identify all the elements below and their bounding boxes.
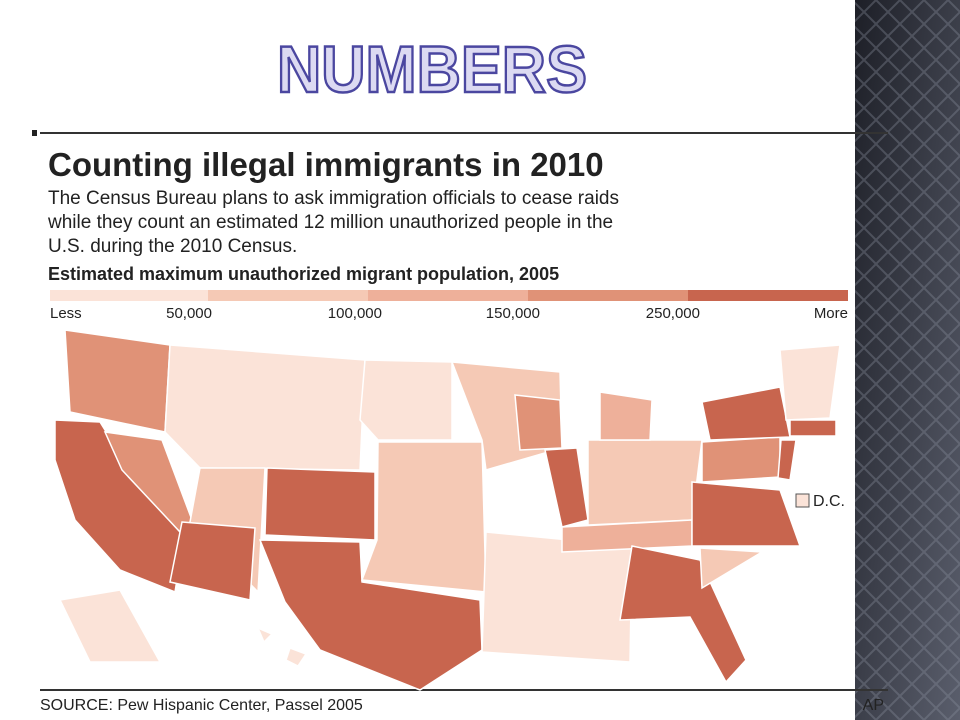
state [256, 626, 274, 644]
state [587, 439, 703, 526]
state [691, 481, 802, 547]
us-map [54, 329, 841, 691]
state [779, 344, 841, 421]
legend-title: Estimated maximum unauthorized migrant p… [48, 264, 559, 284]
state [359, 359, 453, 441]
state [481, 531, 633, 663]
state [701, 386, 791, 441]
state [164, 344, 366, 471]
legend-label: 100,000 [328, 305, 382, 322]
slide-title: NUMBERS [277, 32, 587, 106]
bullet [32, 130, 37, 136]
state [285, 647, 308, 667]
state [699, 547, 765, 590]
state [544, 447, 589, 528]
state [264, 467, 376, 541]
source: SOURCE: Pew Hispanic Center, Passel 2005 [40, 697, 363, 714]
state [561, 519, 693, 553]
state [599, 391, 653, 441]
side-pattern [855, 0, 960, 720]
legend-label: More [814, 305, 848, 322]
credit: AP [863, 697, 884, 714]
state [701, 436, 781, 483]
subtitle-line: while they count an estimated 12 million… [47, 212, 613, 233]
legend-label: Less [50, 305, 82, 322]
legend-bar [50, 290, 848, 301]
state [789, 419, 837, 437]
legend-swatch [528, 290, 688, 301]
dc-label: D.C. [813, 493, 845, 510]
state [777, 439, 797, 481]
graphic-title: Counting illegal immigrants in 2010 [48, 146, 604, 183]
state [58, 589, 162, 663]
legend-swatch [50, 290, 208, 301]
legend-label: 250,000 [646, 305, 700, 322]
legend-label: 150,000 [486, 305, 540, 322]
state [360, 441, 487, 593]
subtitle-line: U.S. during the 2010 Census. [48, 236, 297, 257]
dc-swatch [795, 493, 810, 508]
subtitle-line: The Census Bureau plans to ask immigrati… [48, 188, 619, 209]
state [514, 394, 563, 451]
state [169, 521, 256, 601]
legend-swatch [688, 290, 848, 301]
legend-swatch [208, 290, 368, 301]
legend-label: 50,000 [166, 305, 212, 322]
state [64, 329, 171, 433]
legend-swatch [368, 290, 528, 301]
